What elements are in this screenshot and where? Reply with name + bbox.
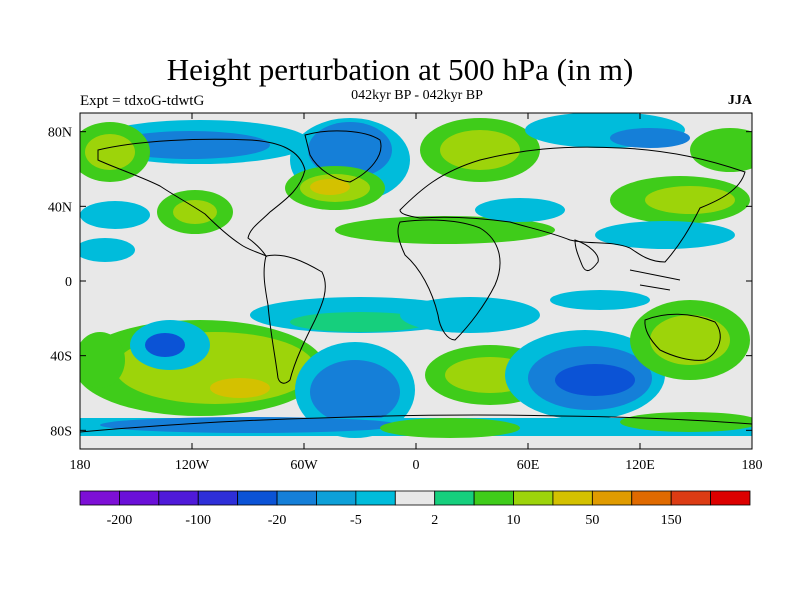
colorbar-swatch	[434, 490, 475, 506]
colorbar-swatch	[79, 490, 120, 506]
colorbar-label: 50	[585, 513, 599, 528]
contour-region	[620, 412, 752, 432]
x-tick-label: 120E	[625, 458, 655, 473]
coastline-antarctica	[80, 414, 752, 433]
y-axis: 80N 40N 0 40S 80S	[48, 126, 752, 439]
colorbar-swatch	[513, 490, 554, 506]
colorbar-swatch	[197, 490, 239, 506]
colorbar-swatch	[670, 490, 711, 506]
contour-region	[645, 186, 735, 214]
contour-region	[475, 198, 565, 222]
colorbar-swatch	[276, 490, 317, 506]
contour-region	[335, 216, 555, 244]
colorbar-swatch	[710, 490, 751, 506]
contour-region	[210, 378, 270, 398]
period-subtitle: 042kyr BP - 042kyr BP	[351, 88, 483, 103]
colorbar-label: 150	[661, 513, 682, 528]
coastline-north-america	[97, 138, 306, 258]
contour-region	[400, 297, 540, 333]
contour-region	[100, 417, 400, 433]
contour-region	[555, 364, 635, 396]
x-tick-label: 180	[742, 458, 763, 473]
y-tick-label: 40N	[48, 200, 72, 215]
x-tick-label: 60E	[517, 458, 540, 473]
contour-region	[310, 360, 400, 424]
colorbar-swatch	[355, 490, 396, 506]
y-tick-label: 0	[65, 275, 72, 290]
coastline-africa	[397, 219, 501, 341]
contour-region	[650, 315, 730, 365]
contour-region	[80, 332, 125, 388]
coastline-australia	[644, 313, 721, 361]
coastline-india	[574, 239, 599, 272]
coastline-eurasia	[399, 146, 746, 263]
contour-region	[290, 312, 430, 332]
season-label: JJA	[727, 93, 752, 108]
coastline-greenland	[304, 130, 382, 183]
y-tick-label: 80S	[50, 424, 72, 439]
colorbar-label: 10	[507, 513, 521, 528]
coastline-indonesia	[629, 269, 681, 291]
contour-region	[550, 290, 650, 310]
colorbar-swatch	[473, 490, 514, 506]
contour-region	[80, 238, 135, 262]
coastline-south-america	[263, 254, 326, 384]
contour-field	[80, 113, 752, 438]
colorbar-swatch	[158, 490, 199, 506]
contour-region	[80, 201, 150, 229]
contour-region	[310, 179, 350, 195]
contour-region	[85, 134, 135, 170]
colorbar-swatch	[552, 490, 593, 506]
colorbar-swatch	[119, 490, 160, 506]
x-axis: 180 120W 60W 0 60E 120E 180	[70, 113, 763, 473]
colorbar-swatch	[631, 490, 672, 506]
colorbar-label: -100	[185, 513, 211, 528]
y-tick-label: 40S	[50, 350, 72, 365]
contour-region	[610, 128, 690, 148]
colorbar-swatch	[591, 490, 633, 506]
x-tick-label: 60W	[290, 458, 318, 473]
contour-region	[690, 128, 752, 172]
colorbar: -200 -100 -20 -5 2 10 50 150	[79, 490, 751, 528]
colorbar-swatch	[316, 490, 357, 506]
colorbar-swatch	[394, 490, 436, 506]
colorbar-label: 2	[431, 513, 438, 528]
contour-region	[595, 221, 735, 249]
contour-region	[173, 200, 217, 224]
experiment-label: Expt = tdxoG-tdwtG	[80, 93, 205, 109]
chart-title: Height perturbation at 500 hPa (in m)	[166, 52, 634, 87]
contour-region	[380, 418, 520, 438]
contour-region	[145, 333, 185, 357]
x-tick-label: 120W	[175, 458, 210, 473]
colorbar-swatch	[237, 490, 278, 506]
contour-region	[440, 130, 520, 170]
colorbar-label: -5	[350, 513, 362, 528]
colorbar-label: -20	[268, 513, 287, 528]
colorbar-label: -200	[107, 513, 133, 528]
coastlines	[80, 130, 752, 433]
y-tick-label: 80N	[48, 126, 72, 141]
x-tick-label: 0	[413, 458, 420, 473]
x-tick-label: 180	[70, 458, 91, 473]
